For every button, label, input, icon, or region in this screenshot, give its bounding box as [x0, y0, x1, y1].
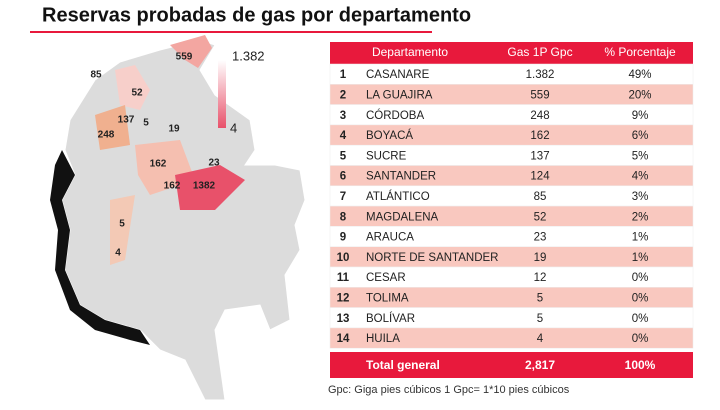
table-cell: CASANARE — [366, 69, 430, 81]
table-cell: 12 — [337, 292, 350, 304]
map-label: 5 — [143, 118, 149, 129]
column-header: % Porcentaje — [604, 45, 676, 59]
map-label: 5 — [119, 219, 125, 230]
column-header: Gas 1P Gpc — [507, 45, 572, 59]
coast — [50, 150, 150, 345]
table-cell: 0% — [632, 272, 649, 284]
region — [95, 105, 130, 150]
table-cell: 3% — [632, 191, 649, 203]
table-cell: 3 — [340, 110, 346, 122]
table-cell: 11 — [337, 272, 350, 284]
table-cell: 4% — [632, 171, 649, 183]
table-cell: NORTE DE SANTANDER — [366, 252, 498, 264]
table-cell: 10 — [337, 252, 350, 264]
region — [175, 165, 245, 210]
column-header: Departamento — [372, 45, 448, 59]
table-cell: 2% — [632, 211, 649, 223]
table-cell: CESAR — [366, 272, 406, 284]
table-cell: 124 — [530, 171, 550, 183]
table-total — [330, 352, 693, 378]
table-cell: 2 — [340, 89, 346, 101]
map: 1.382 4 — [50, 35, 306, 401]
table-cell: 1% — [632, 252, 649, 264]
region — [110, 195, 135, 265]
map-label: 137 — [118, 115, 135, 126]
region — [115, 65, 150, 110]
table-cell: 4 — [340, 130, 347, 142]
footnote: Gpc: Giga pies cúbicos 1 Gpc= 1*10 pies … — [328, 384, 570, 396]
table-cell: 0% — [632, 333, 649, 345]
table-cell: 12 — [534, 272, 547, 284]
table-cell: 23 — [534, 232, 547, 244]
table-cell: CÓRDOBA — [366, 109, 424, 122]
table-cell: 137 — [530, 150, 549, 162]
table-cell: 49% — [628, 69, 651, 81]
table-cell: BOLÍVAR — [366, 312, 415, 325]
legend-bar — [218, 60, 226, 128]
table-cell: 1 — [340, 69, 347, 81]
table-cell: 1.382 — [526, 69, 555, 81]
table-cell: 6 — [340, 171, 346, 183]
table-row — [329, 327, 694, 349]
table-cell: LA GUAJIRA — [366, 89, 433, 101]
table-cell: SUCRE — [366, 150, 407, 162]
map-label: 248 — [98, 130, 115, 141]
table-cell: HUILA — [366, 333, 400, 345]
table-cell: 162 — [530, 130, 549, 142]
table-cell: BOYACÁ — [366, 129, 413, 142]
total-cell: Total general — [366, 358, 440, 372]
title: Reservas probadas de gas por departament… — [42, 4, 471, 26]
table-cell: 85 — [534, 191, 547, 203]
table-cell: ATLÁNTICO — [366, 190, 430, 203]
table-cell: 9% — [632, 110, 649, 122]
table-cell: 9 — [340, 232, 346, 244]
table-cell: 5% — [632, 150, 649, 162]
table-cell: 20% — [628, 89, 651, 101]
map-label: 52 — [131, 88, 143, 99]
map-label: 162 — [164, 181, 181, 192]
map-label: 4 — [115, 248, 121, 259]
table-cell: 13 — [337, 313, 350, 325]
table-cell: SANTANDER — [366, 171, 436, 183]
country — [61, 39, 306, 401]
map-label: 1382 — [193, 181, 216, 192]
map-label: 19 — [168, 124, 180, 135]
table-cell: 8 — [340, 211, 347, 223]
legend-min: 4 — [230, 120, 237, 135]
table-cell: 559 — [530, 89, 549, 101]
table-cell: 14 — [337, 333, 350, 345]
total-cell: 2,817 — [525, 358, 555, 372]
map-label: 23 — [208, 158, 220, 169]
table-cell: 5 — [537, 292, 543, 304]
region — [170, 35, 212, 68]
table-cell: 1% — [632, 232, 649, 244]
table-cell: 248 — [530, 110, 549, 122]
table-cell: 5 — [340, 150, 347, 162]
table-cell: 6% — [632, 130, 649, 142]
table-cell: 4 — [537, 333, 544, 345]
legend-max: 1.382 — [232, 48, 265, 63]
table-cell: ARAUCA — [366, 232, 414, 244]
table-cell: 5 — [537, 313, 543, 325]
table-cell: 7 — [340, 191, 346, 203]
map-label: 85 — [90, 70, 102, 81]
table-cell: 52 — [534, 211, 547, 223]
table-cell: 0% — [632, 292, 649, 304]
map-label: 559 — [176, 52, 193, 63]
table-header — [330, 42, 693, 64]
total-cell: 100% — [625, 358, 656, 372]
table-cell: 19 — [534, 252, 547, 264]
table-cell: TOLIMA — [366, 292, 409, 304]
table-cell: MAGDALENA — [366, 211, 439, 223]
table-cell: 0% — [632, 313, 649, 325]
map-label: 162 — [150, 159, 167, 170]
